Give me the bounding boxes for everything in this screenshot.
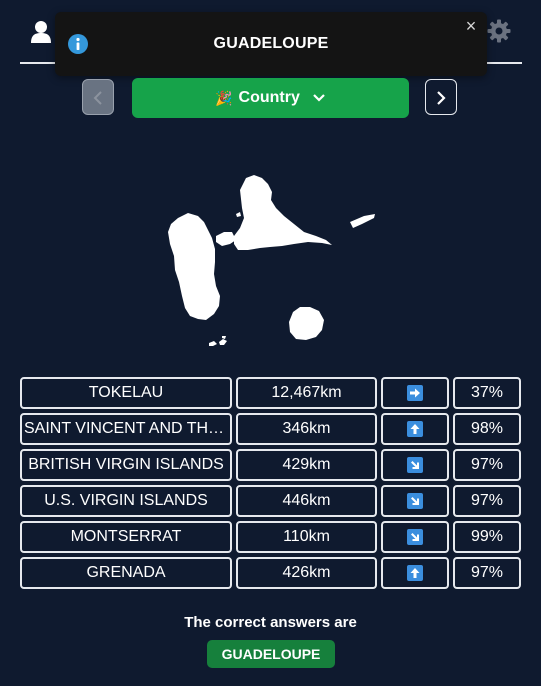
guess-row: U.S. VIRGIN ISLANDS 446km 97% (20, 485, 521, 517)
guess-row: BRITISH VIRGIN ISLANDS 429km 97% (20, 449, 521, 481)
guess-proximity: 98% (453, 413, 521, 445)
guess-country-name: TOKELAU (20, 377, 232, 409)
info-icon (68, 34, 88, 54)
guess-country-name: MONTSERRAT (20, 521, 232, 553)
guess-distance: 429km (236, 449, 377, 481)
guess-distance: 110km (236, 521, 377, 553)
previous-button[interactable] (82, 79, 114, 115)
guess-row: SAINT VINCENT AND THE GRENADINES346km 98% (20, 413, 521, 445)
guess-proximity: 97% (453, 485, 521, 517)
down-right-arrow-icon (407, 457, 423, 473)
guess-distance: 12,467km (236, 377, 377, 409)
guess-direction (381, 377, 449, 409)
guess-proximity: 99% (453, 521, 521, 553)
guess-row: GRENADA 426km 97% (20, 557, 521, 589)
guess-country-name: U.S. VIRGIN ISLANDS (20, 485, 232, 517)
answer-badge: GUADELOUPE (207, 640, 335, 668)
guess-row: TOKELAU 12,467km 37% (20, 377, 521, 409)
user-icon[interactable] (30, 20, 52, 44)
right-arrow-icon (407, 385, 423, 401)
guess-direction (381, 485, 449, 517)
guess-proximity: 97% (453, 449, 521, 481)
next-button[interactable] (425, 79, 457, 115)
answer-label: The correct answers are (184, 614, 357, 631)
party-popper-icon: 🎉 (215, 89, 233, 106)
mode-label: Country (238, 89, 300, 106)
country-silhouette-map (168, 175, 375, 346)
close-button[interactable]: × (465, 16, 477, 36)
mode-dropdown-button[interactable]: 🎉 Country (132, 78, 409, 118)
guess-direction (381, 521, 449, 553)
guess-direction (381, 449, 449, 481)
gear-icon[interactable] (487, 19, 511, 43)
guess-distance: 426km (236, 557, 377, 589)
down-right-arrow-icon (407, 529, 423, 545)
guess-country-name: SAINT VINCENT AND THE GRENADINES (20, 413, 232, 445)
toast-message: GUADELOUPE (213, 35, 329, 52)
guess-distance: 346km (236, 413, 377, 445)
guess-direction (381, 557, 449, 589)
chevron-left-icon (93, 91, 102, 105)
chevron-right-icon (437, 91, 446, 105)
guess-row: MONTSERRAT 110km 99% (20, 521, 521, 553)
guess-country-name: GRENADA (20, 557, 232, 589)
guess-country-name: BRITISH VIRGIN ISLANDS (20, 449, 232, 481)
down-right-arrow-icon (407, 493, 423, 509)
chevron-down-icon (313, 94, 325, 102)
guess-proximity: 37% (453, 377, 521, 409)
guess-distance: 446km (236, 485, 377, 517)
guess-proximity: 97% (453, 557, 521, 589)
guess-direction (381, 413, 449, 445)
notification-toast: GUADELOUPE × (55, 12, 487, 76)
up-arrow-icon (407, 565, 423, 581)
up-arrow-icon (407, 421, 423, 437)
